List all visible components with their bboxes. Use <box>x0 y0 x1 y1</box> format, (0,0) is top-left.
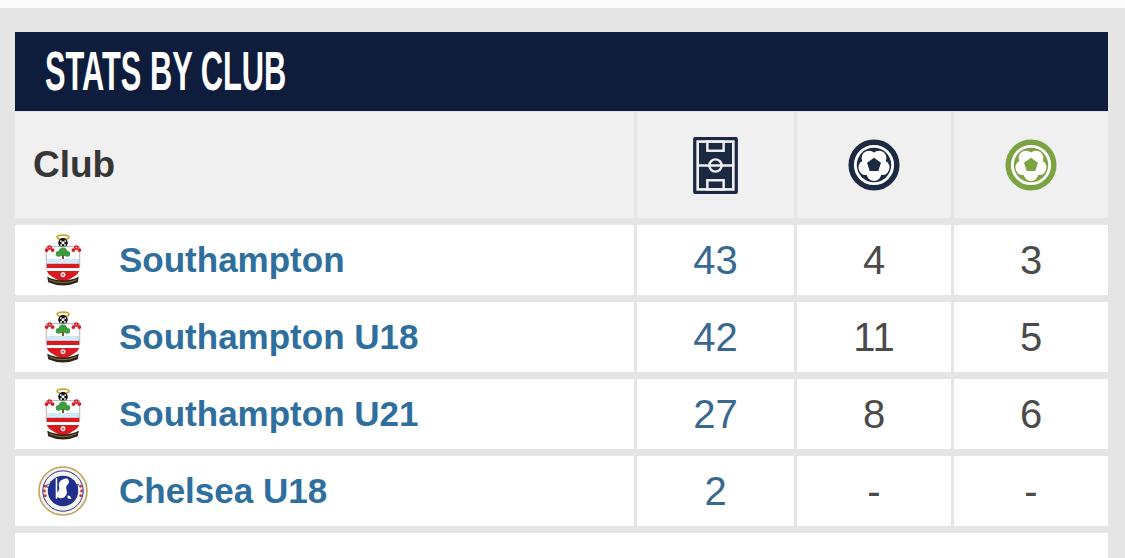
appearances-column-header-cell <box>637 112 794 218</box>
table-row: Southampton 43 4 3 <box>15 225 1108 295</box>
stats-by-club-panel: STATS BY CLUB Club <box>15 32 1108 558</box>
club-column-header-cell: Club <box>15 112 634 218</box>
goals-value: 4 <box>863 238 885 283</box>
club-cell: Chelsea U18 <box>15 456 634 526</box>
panel-footer <box>15 533 1108 558</box>
table-row: Chelsea U18 2 - - <box>15 456 1108 526</box>
club-link[interactable]: Chelsea U18 <box>119 471 327 511</box>
table-row: Southampton U21 27 8 6 <box>15 379 1108 449</box>
appearances-value: 43 <box>693 238 738 283</box>
table-header-row: Club <box>15 112 1108 218</box>
appearances-value: 27 <box>693 392 738 437</box>
assists-value: 5 <box>1020 315 1042 360</box>
club-cell: Southampton <box>15 225 634 295</box>
assists-value: 3 <box>1020 238 1042 283</box>
goals-value: - <box>867 469 880 514</box>
assists-value: 6 <box>1020 392 1042 437</box>
top-strip <box>0 0 1125 8</box>
panel-title: STATS BY CLUB <box>45 44 286 99</box>
club-column-header: Club <box>33 144 115 186</box>
club-link[interactable]: Southampton U21 <box>119 394 418 434</box>
ball-icon-green <box>1005 139 1057 191</box>
ball-icon <box>848 139 900 191</box>
club-link[interactable]: Southampton <box>119 240 345 280</box>
panel-header: STATS BY CLUB <box>15 32 1108 111</box>
appearances-value: 42 <box>693 315 738 360</box>
assists-value: - <box>1024 469 1037 514</box>
assists-column-header-cell <box>954 112 1108 218</box>
club-cell: Southampton U21 <box>15 379 634 449</box>
club-cell: Southampton U18 <box>15 302 634 372</box>
goals-value: 11 <box>853 315 895 360</box>
pitch-icon <box>693 137 738 194</box>
southampton-crest-icon <box>38 232 88 288</box>
southampton-crest-icon <box>38 386 88 442</box>
table-row: Southampton U18 42 11 5 <box>15 302 1108 372</box>
chelsea-crest-icon <box>38 463 88 519</box>
club-link[interactable]: Southampton U18 <box>119 317 418 357</box>
southampton-crest-icon <box>38 309 88 365</box>
appearances-value: 2 <box>704 469 726 514</box>
goals-value: 8 <box>863 392 885 437</box>
goals-column-header-cell <box>797 112 951 218</box>
